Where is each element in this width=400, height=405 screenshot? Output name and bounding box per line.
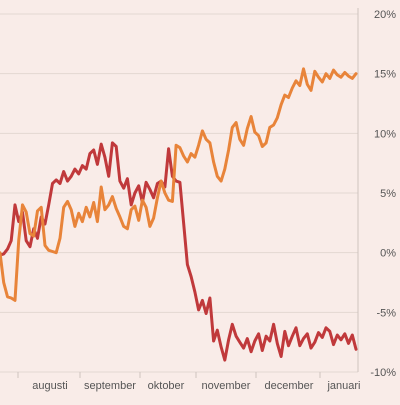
y-tick-label: 10% xyxy=(374,128,396,140)
y-tick-label: 20% xyxy=(374,9,396,21)
series-layer xyxy=(0,67,358,362)
y-tick-label: 15% xyxy=(374,69,396,81)
y-tick-label: -10% xyxy=(370,367,396,379)
y-tick-label: -5% xyxy=(376,307,396,319)
series-line-1 xyxy=(0,141,358,362)
x-tick-label: januari xyxy=(326,380,360,392)
grid-layer xyxy=(0,8,359,378)
x-tick-labels: augusti september oktober november december j… xyxy=(32,380,360,392)
x-tick-label: augusti xyxy=(32,380,67,392)
y-tick-label: 5% xyxy=(380,188,396,200)
x-tick-label: oktober xyxy=(148,380,185,392)
x-tick-label: december xyxy=(265,380,314,392)
x-tick-label: september xyxy=(84,380,136,392)
y-tick-labels: 20% 15% 10% 5% 0% -5% -10% xyxy=(370,9,396,379)
y-tick-label: 0% xyxy=(380,248,396,260)
series-line-2 xyxy=(0,67,358,302)
x-tick-label: november xyxy=(202,380,251,392)
